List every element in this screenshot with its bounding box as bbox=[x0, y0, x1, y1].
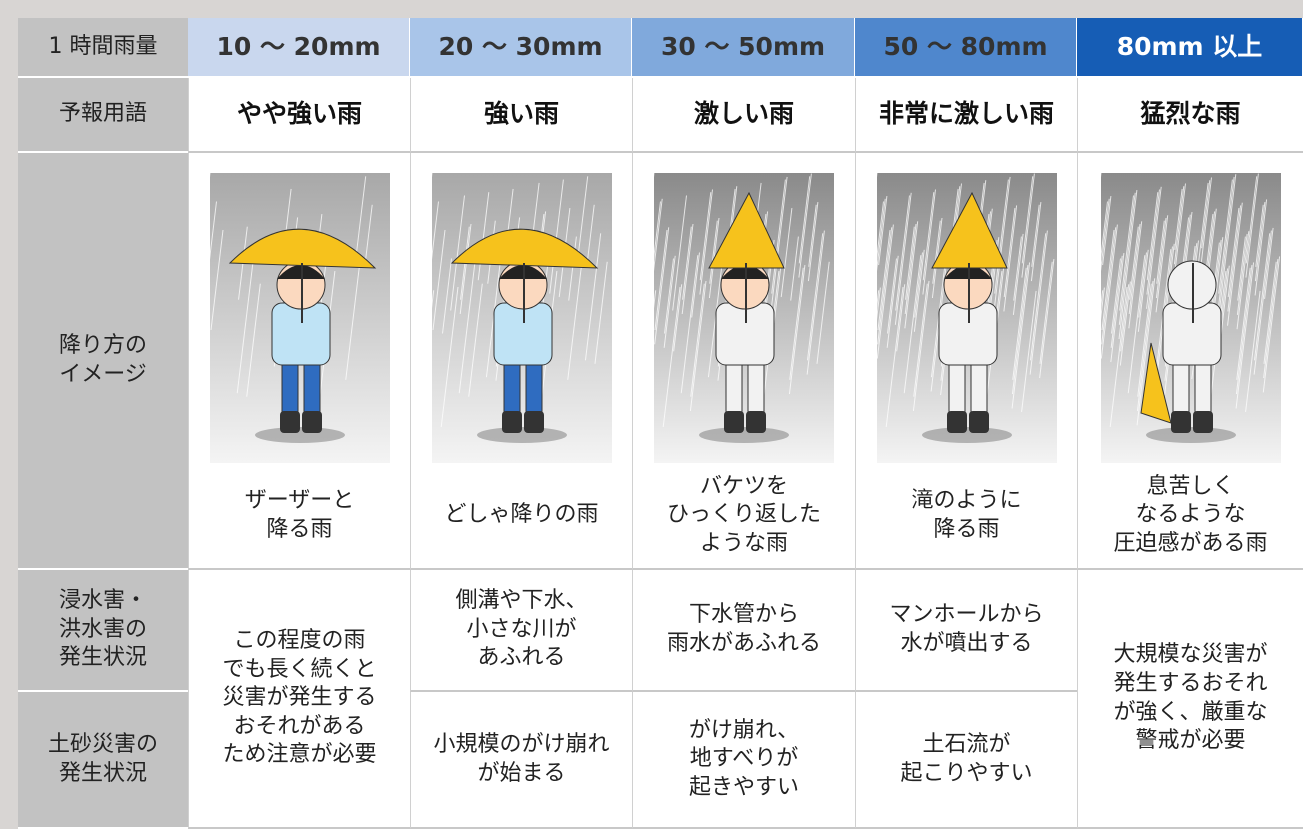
image-cell: バケツを ひっくり返した ような雨 bbox=[632, 153, 855, 570]
landslide-impact: がけ崩れ、 地すべりが 起きやすい bbox=[632, 692, 855, 829]
rain-description: 息苦しく なるような 圧迫感がある雨 bbox=[1113, 473, 1268, 556]
rain-description: どしゃ降りの雨 bbox=[444, 502, 599, 528]
range-header: 20 〜 30mm bbox=[410, 18, 632, 78]
flood-impact: 側溝や下水、 小さな川が あふれる bbox=[410, 570, 632, 692]
illustration bbox=[1100, 173, 1281, 463]
row-label: 降り方の イメージ bbox=[18, 153, 188, 570]
rain-description: 滝のように 降る雨 bbox=[911, 487, 1022, 542]
rain-table: 1 時間雨量 予報用語 降り方の イメージ 浸水害・ 洪水害の 発生状況 土砂災… bbox=[18, 18, 1303, 829]
header-label: 1 時間雨量 bbox=[18, 18, 188, 78]
range-header: 10 〜 20mm bbox=[188, 18, 410, 78]
range-header: 50 〜 80mm bbox=[855, 18, 1077, 78]
illustration bbox=[209, 173, 390, 463]
image-cell: どしゃ降りの雨 bbox=[410, 153, 632, 570]
illustration bbox=[431, 173, 612, 463]
image-cell: 滝のように 降る雨 bbox=[855, 153, 1077, 570]
range-header: 80mm 以上 bbox=[1077, 18, 1303, 78]
range-header: 30 〜 50mm bbox=[632, 18, 855, 78]
impact: この程度の雨 でも長く続くと 災害が発生する おそれがある ため注意が必要 bbox=[188, 570, 410, 829]
forecast-term: 猛烈な雨 bbox=[1077, 78, 1303, 153]
forecast-term: やや強い雨 bbox=[188, 78, 410, 153]
image-cell: ザーザーと 降る雨 bbox=[188, 153, 410, 570]
rain-description: バケツを ひっくり返した ような雨 bbox=[666, 473, 821, 556]
flood-impact: マンホールから 水が噴出する bbox=[855, 570, 1077, 692]
row-label: 浸水害・ 洪水害の 発生状況 bbox=[18, 570, 188, 692]
landslide-impact: 土石流が 起こりやすい bbox=[855, 692, 1077, 829]
forecast-term: 非常に激しい雨 bbox=[855, 78, 1077, 153]
illustration bbox=[876, 173, 1057, 463]
landslide-impact: 小規模のがけ崩れ が始まる bbox=[410, 692, 632, 829]
rain-description: ザーザーと 降る雨 bbox=[244, 487, 355, 542]
row-label: 土砂災害の 発生状況 bbox=[18, 692, 188, 829]
forecast-term: 強い雨 bbox=[410, 78, 632, 153]
forecast-term: 激しい雨 bbox=[632, 78, 855, 153]
image-cell: 息苦しく なるような 圧迫感がある雨 bbox=[1077, 153, 1303, 570]
flood-impact: 下水管から 雨水があふれる bbox=[632, 570, 855, 692]
illustration bbox=[654, 173, 834, 463]
row-label: 予報用語 bbox=[18, 78, 188, 153]
impact: 大規模な災害が 発生するおそれ が強く、厳重な 警戒が必要 bbox=[1077, 570, 1303, 829]
